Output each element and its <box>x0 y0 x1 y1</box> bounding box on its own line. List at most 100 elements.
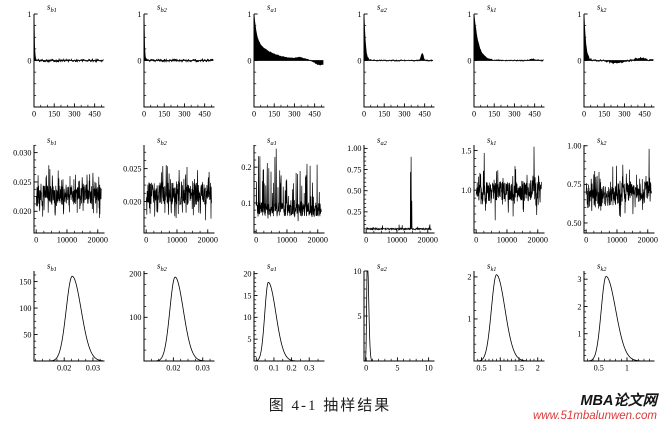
svg-text:300: 300 <box>398 110 410 119</box>
svg-text:0.020: 0.020 <box>13 207 31 216</box>
subplot-s_a2-density: 0 5 10 5 10 sa2 <box>353 261 435 373</box>
svg-text:0: 0 <box>247 56 251 65</box>
svg-text:0: 0 <box>582 110 586 119</box>
svg-text:1: 1 <box>625 364 629 373</box>
svg-text:sb1: sb1 <box>47 135 57 147</box>
svg-text:10000: 10000 <box>497 236 517 245</box>
svg-text:10000: 10000 <box>387 236 407 245</box>
svg-text:sk1: sk1 <box>487 261 496 273</box>
svg-text:sb2: sb2 <box>157 135 168 147</box>
subplot-s_a1-acf: 0 150 300 450 0 1 sa1 <box>247 2 325 119</box>
svg-text:1: 1 <box>247 10 251 19</box>
watermark-site-url: www.51mbalunwen.com <box>532 410 657 422</box>
svg-text:1.5: 1.5 <box>461 146 471 155</box>
subplot-s_b1-density: 0.02 0.03 50 100 150 sb1 <box>19 261 105 373</box>
svg-text:450: 450 <box>89 110 101 119</box>
figure-caption: 图 4-1 抽样结果 <box>268 398 392 414</box>
svg-text:0.5: 0.5 <box>476 364 486 373</box>
subplot-s_k1-trace: 0 10000 20000 1.0 1.5 sk1 <box>461 135 548 245</box>
subplot-s_b1-acf: 0 150 300 450 0 1 sb1 <box>27 2 105 119</box>
svg-text:3: 3 <box>577 275 581 284</box>
svg-text:sk2: sk2 <box>597 261 607 273</box>
subplot-s_b2-acf: 0 150 300 450 0 1 sb2 <box>137 2 215 119</box>
svg-text:100: 100 <box>129 313 141 322</box>
svg-text:20000: 20000 <box>528 236 548 245</box>
svg-text:0.025: 0.025 <box>13 178 31 187</box>
svg-text:0.03: 0.03 <box>86 364 100 373</box>
svg-text:0.50: 0.50 <box>567 219 581 228</box>
svg-text:0.25: 0.25 <box>347 208 361 217</box>
caption-row: 图 4-1 抽样结果 <box>0 394 660 415</box>
svg-text:0: 0 <box>27 56 31 65</box>
subplot-s_a1-trace: 0 10000 20000 0.1 0.2 sa1 <box>241 135 328 245</box>
svg-text:0: 0 <box>144 236 148 245</box>
svg-text:20000: 20000 <box>88 236 108 245</box>
svg-text:20000: 20000 <box>418 236 438 245</box>
svg-text:150: 150 <box>268 110 280 119</box>
svg-text:0: 0 <box>364 236 368 245</box>
svg-text:1: 1 <box>577 10 581 19</box>
subplot-s_b1-trace: 0 10000 20000 0.020 0.025 0.030 sb1 <box>13 135 108 245</box>
svg-text:0.5: 0.5 <box>594 364 604 373</box>
watermark-site-name: MBA论文网 <box>580 393 657 409</box>
svg-text:1: 1 <box>27 10 31 19</box>
svg-text:sa1: sa1 <box>267 135 277 147</box>
svg-text:20000: 20000 <box>198 236 218 245</box>
svg-text:0: 0 <box>32 110 36 119</box>
subplot-s_a1-density: 0 0.1 0.2 0.3 5 10 15 20 sa1 <box>243 261 325 373</box>
svg-text:150: 150 <box>598 110 610 119</box>
svg-text:sb1: sb1 <box>47 261 57 273</box>
svg-text:sa2: sa2 <box>377 2 388 14</box>
svg-text:0.02: 0.02 <box>166 364 180 373</box>
svg-text:0: 0 <box>467 56 471 65</box>
svg-text:0.1: 0.1 <box>269 364 279 373</box>
svg-text:150: 150 <box>158 110 170 119</box>
svg-text:1: 1 <box>467 315 471 324</box>
svg-text:150: 150 <box>19 277 31 286</box>
svg-text:0: 0 <box>584 236 588 245</box>
svg-text:0.3: 0.3 <box>304 364 314 373</box>
svg-text:1: 1 <box>498 364 502 373</box>
svg-text:5: 5 <box>357 312 361 321</box>
svg-text:150: 150 <box>378 110 390 119</box>
svg-text:0: 0 <box>362 110 366 119</box>
svg-text:sk2: sk2 <box>597 135 607 147</box>
subplot-s_b2-density: 0.02 0.03 100 200 sb2 <box>129 261 215 373</box>
svg-text:10: 10 <box>243 313 251 322</box>
svg-text:10: 10 <box>353 267 361 276</box>
svg-text:1.0: 1.0 <box>461 186 471 195</box>
svg-text:sa1: sa1 <box>267 2 277 14</box>
svg-text:200: 200 <box>129 269 141 278</box>
svg-text:1.00: 1.00 <box>347 144 361 153</box>
subplot-s_b2-trace: 0 10000 20000 0.020 0.025 sb2 <box>123 135 218 245</box>
svg-text:0.75: 0.75 <box>567 180 581 189</box>
svg-text:0.75: 0.75 <box>347 165 361 174</box>
svg-text:300: 300 <box>508 110 520 119</box>
subplot-s_k2-density: 0.5 1 1 2 3 sk2 <box>577 261 655 373</box>
svg-text:300: 300 <box>288 110 300 119</box>
svg-text:1: 1 <box>357 10 361 19</box>
subplot-s_k1-density: 0.5 1 1.5 2 1 2 sk1 <box>467 261 545 373</box>
svg-text:sb2: sb2 <box>157 261 168 273</box>
subplot-s_k2-trace: 0 10000 20000 0.50 0.75 1.00 sk2 <box>567 135 658 245</box>
svg-text:0: 0 <box>357 56 361 65</box>
svg-text:sk2: sk2 <box>597 2 607 14</box>
svg-text:0: 0 <box>137 56 141 65</box>
svg-text:sk1: sk1 <box>487 2 496 14</box>
svg-text:0.2: 0.2 <box>286 364 296 373</box>
svg-text:10000: 10000 <box>57 236 77 245</box>
svg-text:150: 150 <box>48 110 60 119</box>
svg-text:450: 450 <box>309 110 321 119</box>
plot-grid: 0 150 300 450 0 1 sb1 0 150 300 450 0 1 sb2 0 150 300 450… <box>13 2 658 373</box>
svg-text:sb1: sb1 <box>47 2 57 14</box>
svg-text:450: 450 <box>419 110 431 119</box>
svg-text:0: 0 <box>472 110 476 119</box>
svg-text:sb2: sb2 <box>157 2 168 14</box>
svg-text:5: 5 <box>395 364 399 373</box>
svg-text:0.030: 0.030 <box>13 148 31 157</box>
svg-text:20000: 20000 <box>638 236 658 245</box>
svg-text:0: 0 <box>252 110 256 119</box>
svg-text:2: 2 <box>577 302 581 311</box>
svg-text:0.1: 0.1 <box>241 199 251 208</box>
